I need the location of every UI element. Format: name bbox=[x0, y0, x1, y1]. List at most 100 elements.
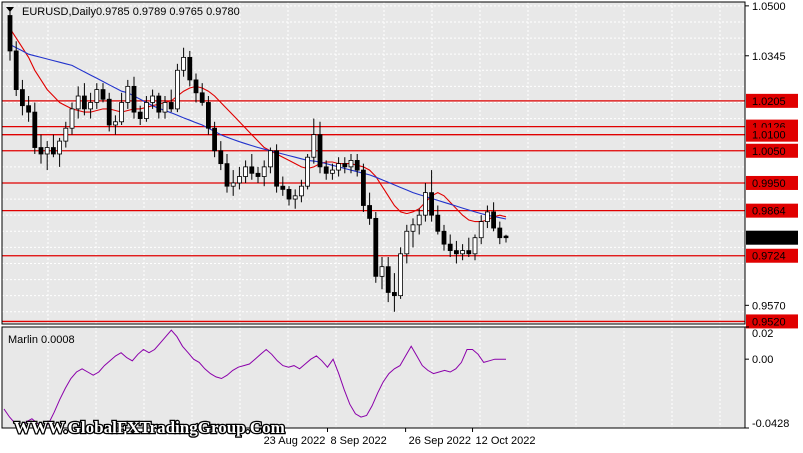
candle bbox=[26, 96, 32, 122]
candle bbox=[441, 224, 447, 251]
candle bbox=[435, 205, 441, 235]
candle bbox=[305, 153, 311, 190]
level-price-box bbox=[746, 314, 798, 329]
candle-body-bull bbox=[150, 95, 156, 103]
candle bbox=[472, 234, 478, 261]
candle-body-bull bbox=[94, 89, 100, 103]
candle-body-bull bbox=[243, 166, 249, 177]
candle-body-bear bbox=[466, 250, 472, 255]
candle-body-bull bbox=[174, 69, 180, 110]
candle-body-bull bbox=[143, 102, 149, 119]
candle bbox=[255, 166, 261, 183]
price-panel[interactable]: EURUSD,Daily 0.9785 0.9789 0.9765 0.9780 bbox=[2, 2, 745, 324]
candle bbox=[416, 208, 422, 235]
candle-body-bull bbox=[410, 224, 416, 232]
candle bbox=[329, 163, 335, 180]
candle-body-bull bbox=[311, 134, 317, 158]
level-price-label: 0.9864 bbox=[752, 206, 786, 218]
candle bbox=[410, 218, 416, 248]
oscillator-panel[interactable]: Marlin 0.0008 bbox=[2, 327, 745, 429]
candle-body-bear bbox=[106, 98, 112, 126]
candle-body-bull bbox=[230, 182, 236, 187]
candle-body-bear bbox=[100, 89, 106, 100]
candle bbox=[75, 86, 81, 119]
watermark-text: WWW.GlobalFXTradingGroup.Com bbox=[14, 418, 285, 437]
candle bbox=[317, 121, 323, 174]
candle bbox=[125, 79, 131, 109]
candle bbox=[113, 115, 118, 135]
candle-body-bear bbox=[13, 50, 19, 90]
candle bbox=[342, 157, 348, 174]
marlin-polyline bbox=[3, 329, 506, 429]
candle-body-bear bbox=[224, 163, 230, 187]
price-tick-label: 1.0500 bbox=[752, 1, 786, 13]
candle bbox=[261, 160, 267, 187]
candle bbox=[391, 273, 397, 312]
time-tick-label: 26 Sep 2022 bbox=[409, 435, 471, 447]
candle bbox=[150, 89, 156, 109]
candle bbox=[348, 153, 354, 174]
price-tick-label: 1.0345 bbox=[752, 51, 786, 63]
candle-body-bull bbox=[88, 102, 93, 110]
candle-body-bull bbox=[44, 147, 50, 155]
candle bbox=[460, 244, 466, 261]
candle-body-bear bbox=[212, 127, 218, 152]
candle-body-bull bbox=[162, 102, 168, 113]
candle bbox=[379, 257, 385, 290]
time-tick-label: 8 Sep 2022 bbox=[331, 435, 387, 447]
candle-body-bear bbox=[51, 147, 56, 155]
candle bbox=[466, 237, 472, 258]
candle bbox=[230, 170, 236, 196]
candle-body-bull bbox=[236, 176, 242, 184]
candle bbox=[497, 221, 503, 245]
candle bbox=[484, 205, 490, 229]
level-price-label: 0.9724 bbox=[752, 251, 786, 263]
candle-body-bull bbox=[336, 163, 342, 171]
candle bbox=[199, 83, 205, 106]
candle-body-bear bbox=[32, 111, 38, 148]
price-axis: 1.02051.01261.01001.00500.99500.98640.97… bbox=[1, 1, 798, 329]
candle bbox=[243, 160, 249, 183]
candle bbox=[143, 96, 149, 122]
candle-body-bear bbox=[218, 150, 224, 165]
level-price-label: 0.9520 bbox=[752, 316, 786, 328]
candle-body-bear bbox=[187, 56, 193, 81]
candle bbox=[286, 186, 292, 206]
candle bbox=[280, 176, 286, 196]
candle bbox=[311, 118, 317, 164]
candle-body-bear bbox=[19, 89, 25, 107]
candle-body-bear bbox=[453, 250, 459, 255]
candle-body-bear bbox=[286, 189, 292, 200]
symbol-label: EURUSD,Daily bbox=[22, 6, 96, 18]
candle-body-bear bbox=[391, 292, 397, 297]
candle-body-bull bbox=[125, 85, 131, 103]
candle-body-bull bbox=[305, 156, 311, 187]
candle bbox=[491, 202, 497, 232]
collapse-triangle-icon[interactable] bbox=[6, 7, 14, 12]
candle bbox=[162, 96, 168, 119]
candle bbox=[447, 234, 453, 258]
candle-body-bear bbox=[503, 235, 509, 239]
candle-body-bear bbox=[280, 185, 286, 190]
candle bbox=[51, 134, 56, 158]
candle-body-bear bbox=[274, 150, 280, 187]
candle bbox=[13, 41, 19, 97]
candle-body-bull bbox=[75, 95, 81, 110]
level-price-label: 1.0050 bbox=[752, 146, 786, 158]
candle-body-bear bbox=[82, 95, 87, 110]
candle bbox=[360, 163, 366, 212]
candle-body-bull bbox=[298, 185, 304, 197]
candle bbox=[63, 121, 69, 148]
candle bbox=[478, 215, 484, 245]
candle-body-bear bbox=[491, 211, 497, 229]
oscillator-tick-label: -0.0428 bbox=[752, 418, 789, 430]
candle-body-bear bbox=[360, 169, 366, 206]
candle bbox=[19, 79, 25, 116]
candle-body-bull bbox=[113, 121, 118, 126]
candle-body-bull bbox=[329, 169, 335, 174]
oscillator-axis: 0.02 0.00 -0.0428 bbox=[1, 326, 789, 430]
candlesticks bbox=[7, 9, 509, 312]
level-price-label: 1.0100 bbox=[752, 130, 786, 142]
candle-body-bull bbox=[478, 221, 484, 239]
